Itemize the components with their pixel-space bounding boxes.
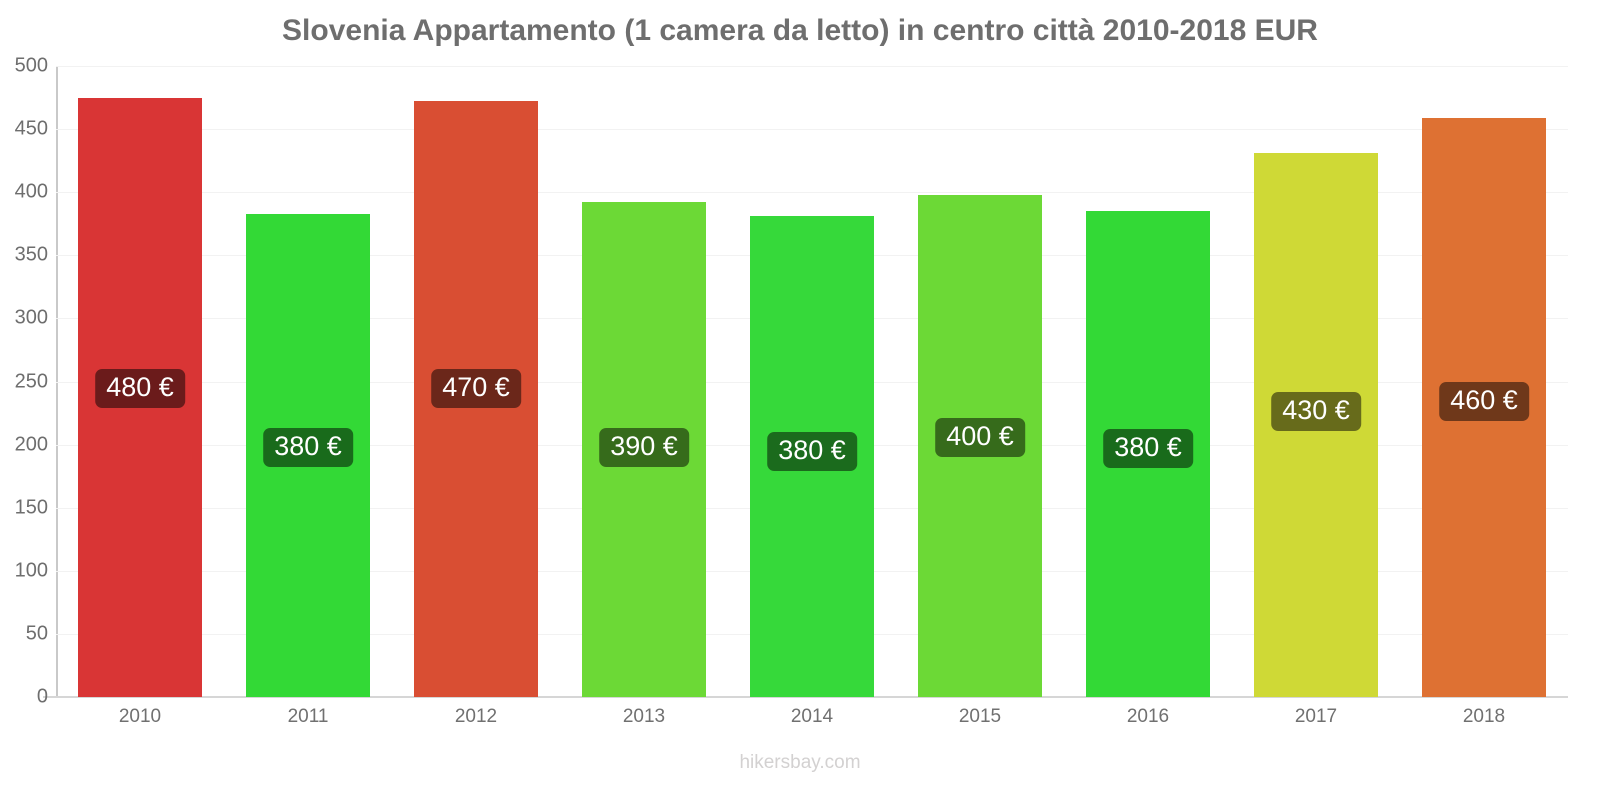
- y-axis-tick-label: 300: [14, 306, 48, 329]
- y-axis-tick-label: 100: [14, 559, 48, 582]
- bar-series: 480 € 380 € 470 € 390 € 380 € 400 € 380 € 430 €…: [56, 66, 1568, 697]
- bar-value-label: 380 €: [1103, 429, 1193, 469]
- y-axis-tick-label: 200: [14, 433, 48, 456]
- y-axis-tick-label: 150: [14, 496, 48, 519]
- gridline: [56, 129, 1568, 131]
- x-axis-tick-label: 2015: [958, 706, 1002, 727]
- y-axis-tick-label: 450: [14, 117, 48, 140]
- bar-value-label: 380 €: [263, 428, 353, 468]
- bar-group[interactable]: 380 €: [246, 66, 370, 697]
- x-axis-tick-label: 2010: [118, 706, 162, 727]
- chart-title: Slovenia Appartamento (1 camera da letto…: [282, 14, 1318, 47]
- y-axis-tick-label: 500: [14, 54, 48, 77]
- bar-group[interactable]: 480 €: [78, 66, 202, 697]
- x-axis-tick-label: 2011: [287, 706, 329, 727]
- bar-group[interactable]: 460 €: [1422, 66, 1546, 697]
- plot-area: 480 € 380 € 470 € 390 € 380 € 400 € 380 € 430 €…: [56, 66, 1568, 697]
- bar-group[interactable]: 380 €: [750, 66, 874, 697]
- y-axis-tick-label: 0: [36, 685, 48, 708]
- x-axis-tick-label: 2016: [1126, 706, 1170, 727]
- bar-value-label: 390 €: [599, 428, 689, 468]
- bar-value-label: 430 €: [1271, 391, 1361, 431]
- x-axis-line: [43, 696, 1568, 698]
- x-axis-tick-label: 2014: [790, 706, 834, 727]
- bar-value-label: 380 €: [767, 431, 857, 471]
- gridline: [56, 192, 1568, 194]
- bar-group[interactable]: 390 €: [582, 66, 706, 697]
- bar-group[interactable]: 380 €: [1086, 66, 1210, 697]
- bar-value-label: 470 €: [431, 368, 521, 408]
- x-axis-tick-label: 2017: [1294, 706, 1338, 727]
- bar-group[interactable]: 470 €: [414, 66, 538, 697]
- x-axis-tick-label: 2012: [454, 706, 498, 727]
- bar-group[interactable]: 400 €: [918, 66, 1042, 697]
- bar-group[interactable]: 430 €: [1254, 66, 1378, 697]
- y-axis-tick-label: 400: [14, 180, 48, 203]
- gridline: [56, 66, 1568, 67]
- footer-credit: hikersbay.com: [739, 752, 861, 773]
- y-axis-tick-label: 350: [14, 243, 48, 266]
- bar-value-label: 460 €: [1439, 381, 1529, 421]
- bar-value-label: 400 €: [935, 418, 1025, 458]
- bar-value-label: 480 €: [95, 368, 185, 408]
- y-axis-tick-label: 50: [25, 622, 48, 645]
- x-axis-tick-label: 2013: [622, 706, 666, 727]
- x-axis-tick-label: 2018: [1462, 706, 1506, 727]
- y-axis-tick-label: 250: [14, 370, 48, 392]
